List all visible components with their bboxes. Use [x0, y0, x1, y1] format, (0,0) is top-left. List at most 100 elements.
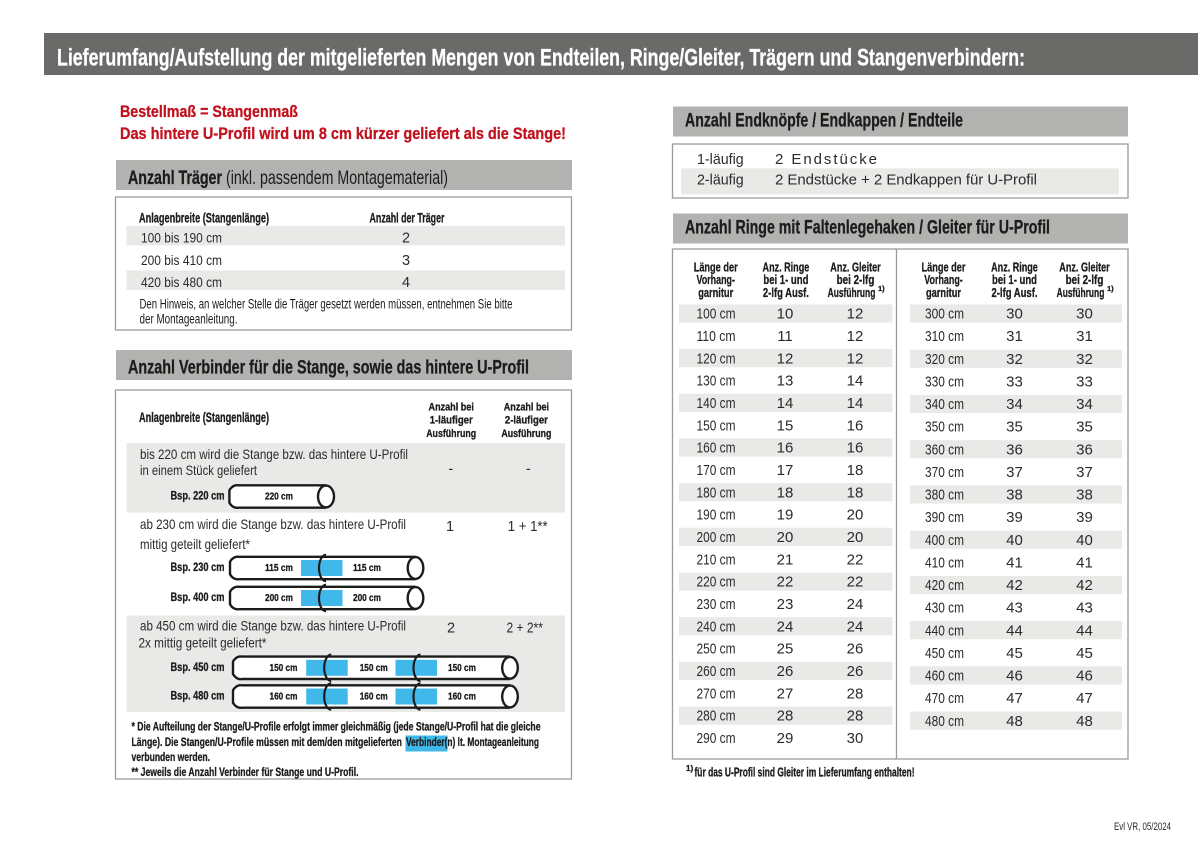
svg-text:290 cm: 290 cm [697, 730, 736, 747]
svg-text:Anzahl Ringe mit Faltenlegehak: Anzahl Ringe mit Faltenlegehaken / Gleit… [685, 217, 1050, 239]
svg-text:310 cm: 310 cm [925, 328, 964, 345]
svg-text:Vorhang-: Vorhang- [924, 272, 963, 287]
svg-text:110 cm: 110 cm [697, 328, 736, 345]
svg-text:220 cm: 220 cm [697, 574, 736, 591]
svg-text:41: 41 [1006, 554, 1023, 571]
svg-text:43: 43 [1006, 600, 1023, 617]
svg-text:300 cm: 300 cm [925, 306, 964, 323]
svg-text:340 cm: 340 cm [925, 396, 964, 413]
svg-text:230 cm: 230 cm [697, 596, 736, 613]
svg-text:(inkl. passendem Montagemateri: (inkl. passendem Montagematerial) [226, 167, 448, 189]
svg-text:140 cm: 140 cm [697, 395, 736, 412]
svg-text:1): 1) [1107, 284, 1114, 293]
svg-text:30: 30 [847, 730, 864, 747]
svg-text:13: 13 [777, 373, 794, 390]
svg-text:3: 3 [402, 253, 410, 269]
svg-text:250 cm: 250 cm [697, 641, 736, 658]
svg-text:32: 32 [1076, 351, 1093, 368]
svg-text:480 cm: 480 cm [925, 713, 964, 730]
svg-text:Bsp. 400 cm: Bsp. 400 cm [171, 592, 225, 604]
svg-text:120 cm: 120 cm [697, 350, 736, 367]
svg-text:450 cm: 450 cm [925, 645, 964, 662]
svg-text:360 cm: 360 cm [925, 441, 964, 458]
svg-text:Anz. Ringe: Anz. Ringe [763, 259, 810, 274]
svg-text:21: 21 [777, 551, 794, 568]
svg-text:24: 24 [847, 618, 864, 635]
svg-text:200 cm: 200 cm [697, 529, 736, 546]
svg-text:210 cm: 210 cm [697, 551, 736, 568]
svg-text:42: 42 [1006, 577, 1023, 594]
svg-text:16: 16 [847, 417, 864, 434]
svg-text:2: 2 [402, 231, 410, 247]
svg-text:200 cm: 200 cm [265, 592, 293, 604]
svg-text:20: 20 [847, 507, 864, 524]
svg-text:34: 34 [1006, 396, 1023, 413]
svg-text:38: 38 [1076, 487, 1093, 504]
svg-text:330 cm: 330 cm [925, 373, 964, 390]
svg-text:** Jeweils die Anzahl Verbinde: ** Jeweils die Anzahl Verbinder für Stan… [132, 765, 359, 779]
svg-text:Länge der: Länge der [694, 259, 738, 274]
svg-text:garnitur: garnitur [926, 285, 961, 300]
svg-text:220 cm: 220 cm [265, 491, 293, 503]
svg-text:2 Endstücke + 2 Endkappen für: 2 Endstücke + 2 Endkappen für U-Profil [775, 172, 1037, 189]
svg-text:12: 12 [847, 350, 864, 367]
svg-text:Vorhang-: Vorhang- [696, 272, 735, 287]
svg-text:30: 30 [1076, 306, 1093, 323]
svg-text:Ausführung: Ausführung [501, 428, 551, 440]
svg-text:für das U-Profil sind Gleiter: für das U-Profil sind Gleiter im Lieferu… [695, 766, 915, 780]
svg-text:40: 40 [1006, 532, 1023, 549]
svg-text:25: 25 [777, 641, 794, 658]
svg-text:Anzahl bei: Anzahl bei [429, 402, 474, 414]
svg-text:36: 36 [1076, 441, 1093, 458]
svg-text:18: 18 [847, 462, 864, 479]
svg-text:160 cm: 160 cm [270, 691, 298, 703]
svg-text:34: 34 [1076, 396, 1093, 413]
svg-text:100 bis 190 cm: 100 bis 190 cm [141, 230, 222, 246]
svg-text:Anlagenbreite (Stangenlänge): Anlagenbreite (Stangenlänge) [139, 211, 269, 226]
svg-text:320 cm: 320 cm [925, 351, 964, 368]
svg-text:14: 14 [777, 395, 794, 412]
svg-text:100 cm: 100 cm [697, 306, 736, 323]
svg-text:39: 39 [1006, 509, 1023, 526]
svg-text:260 cm: 260 cm [697, 663, 736, 680]
svg-text:12: 12 [847, 328, 864, 345]
svg-text:33: 33 [1076, 373, 1093, 390]
svg-text:Das hintere U-Profil wird um 8: Das hintere U-Profil wird um 8 cm kürzer… [120, 124, 566, 143]
svg-text:Anzahl Träger: Anzahl Träger [128, 167, 222, 189]
svg-text:Ausführung: Ausführung [1057, 285, 1105, 300]
svg-text:12: 12 [847, 306, 864, 323]
svg-text:45: 45 [1006, 645, 1023, 662]
svg-text:42: 42 [1076, 577, 1093, 594]
svg-text:der Montageanleitung.: der Montageanleitung. [140, 312, 238, 327]
svg-text:Länge). Die Stangen/U-Profile: Länge). Die Stangen/U-Profile müssen mit… [132, 735, 403, 749]
svg-text:35: 35 [1006, 419, 1023, 436]
svg-text:40: 40 [1076, 532, 1093, 549]
svg-text:1 + 1**: 1 + 1** [508, 519, 548, 535]
svg-text:26: 26 [847, 663, 864, 680]
svg-text:Bsp. 220 cm: Bsp. 220 cm [171, 491, 225, 503]
svg-text:26: 26 [847, 641, 864, 658]
svg-text:14: 14 [847, 373, 864, 390]
svg-text:18: 18 [777, 484, 794, 501]
svg-text:28: 28 [847, 708, 864, 725]
svg-text:36: 36 [1006, 441, 1023, 458]
svg-text:32: 32 [1006, 351, 1023, 368]
svg-text:2x mittig geteilt geliefert*: 2x mittig geteilt geliefert* [139, 635, 267, 651]
svg-text:bei 2-lfg: bei 2-lfg [837, 272, 875, 287]
svg-text:2: 2 [447, 621, 455, 637]
svg-text:47: 47 [1006, 690, 1023, 707]
svg-text:-: - [448, 462, 453, 478]
svg-text:22: 22 [847, 574, 864, 591]
svg-text:verbunden werden.: verbunden werden. [132, 750, 211, 764]
svg-text:420 cm: 420 cm [925, 577, 964, 594]
svg-text:28: 28 [777, 708, 794, 725]
svg-text:* Die Aufteilung der Stange/U-: * Die Aufteilung der Stange/U-Profile er… [132, 720, 541, 734]
svg-text:44: 44 [1076, 622, 1093, 639]
svg-text:28: 28 [847, 685, 864, 702]
svg-text:Anlagenbreite (Stangenlänge): Anlagenbreite (Stangenlänge) [139, 410, 269, 425]
svg-text:2 + 2**: 2 + 2** [507, 621, 544, 637]
svg-text:48: 48 [1076, 713, 1093, 730]
svg-text:20: 20 [777, 529, 794, 546]
svg-text:170 cm: 170 cm [697, 462, 736, 479]
svg-text:17: 17 [777, 462, 794, 479]
